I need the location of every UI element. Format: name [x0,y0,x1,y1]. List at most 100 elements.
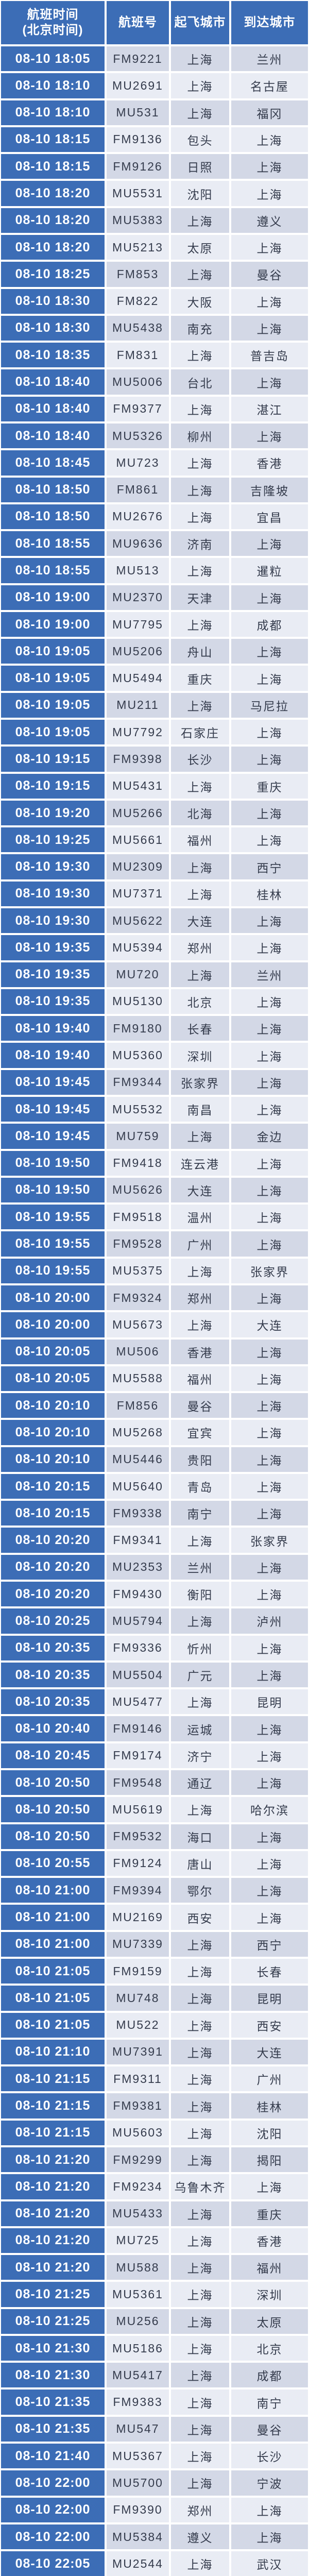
table-row: 08-10 20:10 MU5268 宜宾 上海 [0,1419,309,1446]
departure-city-cell: 石家庄 [170,719,230,746]
table-row: 08-10 19:30 MU7371 上海 桂林 [0,880,309,907]
table-row: 08-10 21:00 MU2169 西安 上海 [0,1904,309,1931]
table-row: 08-10 18:55 MU513 上海 暹粒 [0,557,309,584]
arrival-city-cell: 金边 [230,1123,309,1150]
flight-time-cell: 08-10 21:05 [0,1985,106,2012]
departure-city-cell: 济宁 [170,1742,230,1769]
arrival-city-cell: 长春 [230,1957,309,1985]
flight-number-cell: MU5446 [106,1446,170,1473]
flight-time-cell: 08-10 19:35 [0,934,106,961]
flight-time-cell: 08-10 18:10 [0,99,106,126]
flight-time-cell: 08-10 20:20 [0,1581,106,1608]
flight-time-cell: 08-10 19:30 [0,907,106,935]
departure-city-cell: 运城 [170,1715,230,1742]
arrival-city-cell: 上海 [230,799,309,827]
arrival-city-cell: 西安 [230,2011,309,2039]
departure-city-cell: 上海 [170,72,230,99]
flight-number-cell: MU5622 [106,907,170,935]
departure-city-cell: 张家界 [170,1069,230,1096]
table-row: 08-10 18:10 MU531 上海 福冈 [0,99,309,126]
flight-number-cell: MU2169 [106,1904,170,1931]
departure-city-cell: 唐山 [170,1850,230,1877]
arrival-city-cell: 泸州 [230,1607,309,1635]
departure-city-cell: 大连 [170,1176,230,1204]
departure-city-cell: 上海 [170,880,230,907]
arrival-city-cell: 上海 [230,368,309,396]
arrival-city-cell: 张家界 [230,1257,309,1284]
departure-city-cell: 南昌 [170,1095,230,1123]
arrival-city-cell: 哈尔滨 [230,1796,309,1823]
departure-city-cell: 上海 [170,2254,230,2281]
departure-city-cell: 上海 [170,395,230,422]
arrival-city-cell: 长沙 [230,2443,309,2470]
arrival-city-cell: 遵义 [230,207,309,234]
table-row: 08-10 19:25 MU5661 福州 上海 [0,826,309,854]
table-row: 08-10 19:15 FM9398 长沙 上海 [0,745,309,773]
departure-city-cell: 上海 [170,2362,230,2389]
arrival-city-cell: 上海 [230,1661,309,1689]
flight-number-cell: MU5531 [106,180,170,207]
flight-number-cell: FM9174 [106,1742,170,1769]
flight-number-cell: MU5504 [106,1661,170,1689]
flight-time-cell: 08-10 19:15 [0,745,106,773]
flight-time-cell: 08-10 20:35 [0,1688,106,1716]
flight-time-cell: 08-10 18:50 [0,503,106,531]
flight-number-cell: FM9311 [106,2065,170,2093]
departure-city-cell: 上海 [170,449,230,477]
departure-city-cell: 上海 [170,2119,230,2146]
flight-number-cell: MU5360 [106,1042,170,1069]
departure-city-cell: 大连 [170,907,230,935]
header-departure-city: 起飞城市 [170,0,230,45]
flight-time-cell: 08-10 21:15 [0,2065,106,2093]
arrival-city-cell: 名古屋 [230,72,309,99]
arrival-city-cell: 深圳 [230,2281,309,2308]
flight-time-cell: 08-10 19:55 [0,1257,106,1284]
flight-time-cell: 08-10 21:15 [0,2092,106,2120]
table-row: 08-10 19:30 MU2309 上海 西宁 [0,853,309,880]
departure-city-cell: 曼谷 [170,1392,230,1419]
header-flight-time: 航班时间 (北京时间) [0,0,106,45]
table-row: 08-10 20:35 MU5504 广元 上海 [0,1661,309,1689]
flight-number-cell: MU5626 [106,1176,170,1204]
table-row: 08-10 21:00 MU7339 上海 西宁 [0,1930,309,1958]
arrival-city-cell: 上海 [230,1446,309,1473]
table-row: 08-10 18:10 MU2691 上海 名古屋 [0,72,309,99]
table-row: 08-10 20:50 FM9548 通辽 上海 [0,1769,309,1797]
arrival-city-cell: 上海 [230,1472,309,1500]
flight-time-cell: 08-10 20:20 [0,1553,106,1581]
departure-city-cell: 上海 [170,1527,230,1554]
departure-city-cell: 上海 [170,476,230,503]
flight-number-cell: MU5375 [106,1257,170,1284]
table-row: 08-10 20:50 MU5619 上海 哈尔滨 [0,1796,309,1823]
departure-city-cell: 上海 [170,1257,230,1284]
table-row: 08-10 19:05 MU7792 石家庄 上海 [0,719,309,746]
flight-time-cell: 08-10 19:55 [0,1230,106,1258]
departure-city-cell: 上海 [170,2011,230,2039]
flight-number-cell: MU759 [106,1123,170,1150]
table-row: 08-10 20:20 FM9430 衡阳 上海 [0,1581,309,1608]
flight-time-cell: 08-10 19:25 [0,826,106,854]
arrival-city-cell: 宁波 [230,2469,309,2497]
flight-number-cell: MU5661 [106,826,170,854]
arrival-city-cell: 揭阳 [230,2146,309,2174]
departure-city-cell: 青岛 [170,1472,230,1500]
flight-time-cell: 08-10 21:05 [0,1957,106,1985]
flight-time-cell: 08-10 20:05 [0,1365,106,1393]
table-row: 08-10 20:50 FM9532 海口 上海 [0,1823,309,1850]
flight-number-cell: MU5794 [106,1607,170,1635]
arrival-city-cell: 上海 [230,584,309,611]
departure-city-cell: 上海 [170,1688,230,1716]
departure-city-cell: 舟山 [170,638,230,665]
table-row: 08-10 21:15 MU5603 上海 沈阳 [0,2119,309,2146]
departure-city-cell: 深圳 [170,1042,230,1069]
flight-time-cell: 08-10 19:15 [0,772,106,800]
flight-number-cell: FM9234 [106,2173,170,2200]
arrival-city-cell: 上海 [230,665,309,692]
flight-number-cell: MU5268 [106,1419,170,1446]
table-row: 08-10 21:25 MU256 上海 太原 [0,2308,309,2335]
table-row: 08-10 20:15 MU5640 青岛 上海 [0,1472,309,1500]
flight-number-cell: FM9344 [106,1069,170,1096]
table-row: 08-10 18:25 FM853 上海 曼谷 [0,261,309,288]
departure-city-cell: 遵义 [170,2523,230,2551]
flight-number-cell: FM9146 [106,1715,170,1742]
